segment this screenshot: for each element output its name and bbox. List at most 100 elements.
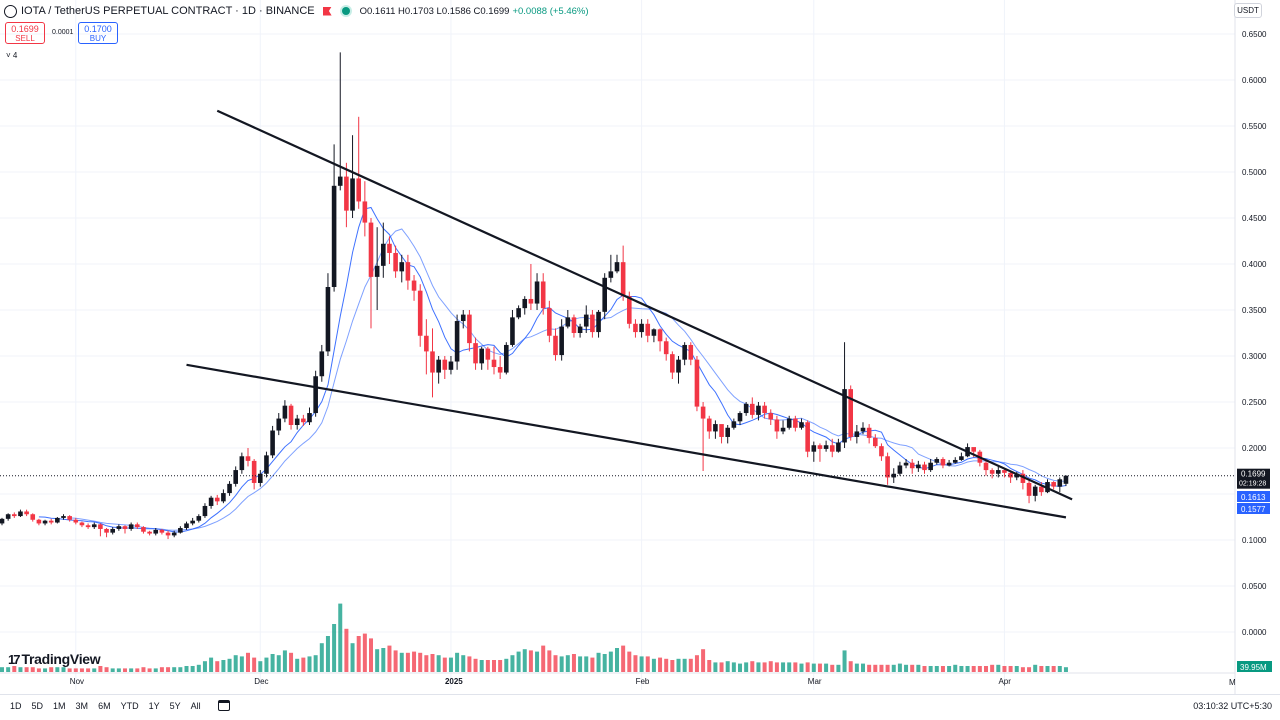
volume-bar [701, 649, 706, 672]
range-1m-button[interactable]: 1M [53, 700, 66, 711]
volume-bar [270, 654, 275, 672]
range-5y-button[interactable]: 5Y [169, 700, 181, 711]
candle-body [916, 464, 921, 469]
axis-mode-marker[interactable]: M [1229, 678, 1236, 687]
volume-bar [264, 657, 269, 672]
volume-bar [535, 651, 540, 672]
ma2-price-tag [1237, 503, 1270, 514]
x-tick-label: Mar [808, 677, 822, 686]
volume-bar [178, 667, 183, 672]
volume-bar [418, 652, 423, 672]
ma1-price-label: 0.1613 [1241, 493, 1266, 502]
candle-body [411, 280, 417, 291]
candle-body [405, 262, 411, 281]
candle-body [1051, 482, 1056, 487]
utc-clock[interactable]: 03:10:32 UTC+5:30 [1193, 700, 1272, 711]
currency-button[interactable]: USDT [1234, 3, 1262, 18]
candle-body [55, 517, 60, 523]
candle-body [147, 531, 152, 534]
last-price-label: 0.1699 [1241, 470, 1266, 479]
candle-body [79, 522, 85, 526]
tradingview-logo[interactable]: 17 TradingView [8, 651, 101, 667]
volume-bar [276, 655, 281, 672]
volume-bar [879, 664, 884, 672]
range-1d-button[interactable]: 1D [10, 700, 22, 711]
candle-body [891, 473, 897, 478]
candle-body [1032, 486, 1038, 496]
volume-bar [30, 667, 35, 672]
candle-body [1057, 479, 1063, 487]
x-tick-label: 2025 [445, 677, 463, 686]
candle-body [85, 525, 91, 528]
candle-body [171, 532, 177, 536]
y-tick-label: 0.0500 [1242, 582, 1267, 591]
candle-body [608, 271, 614, 278]
candle-body [497, 367, 503, 373]
candle-body [128, 524, 134, 529]
buy-button[interactable]: 0.1700 BUY [78, 22, 118, 44]
range-all-button[interactable]: All [190, 700, 201, 711]
volume-bar [202, 661, 207, 672]
volume-bar [922, 666, 927, 672]
change-value: +0.0088 (+5.46%) [512, 5, 589, 17]
sell-button[interactable]: 0.1699 SELL [5, 22, 45, 44]
candle-body [12, 514, 17, 517]
range-3m-button[interactable]: 3M [75, 700, 89, 711]
volume-bar [928, 666, 933, 672]
volume-bar [996, 664, 1001, 672]
candle-body [657, 329, 663, 342]
candle-body [178, 528, 183, 533]
range-5d-button[interactable]: 5D [31, 700, 44, 711]
volume-bar [830, 664, 835, 672]
y-tick-label: 0.5000 [1242, 168, 1267, 177]
candle-body [829, 445, 835, 452]
volume-bar [959, 666, 964, 672]
candle-body [417, 290, 423, 336]
calendar-icon[interactable] [217, 700, 230, 711]
candle-body [5, 514, 11, 519]
volume-bar [73, 668, 78, 672]
volume-bar [947, 666, 952, 672]
range-6m-button[interactable]: 6M [98, 700, 111, 711]
candle-body [258, 473, 263, 483]
volume-bar [184, 666, 189, 672]
candle-body [196, 516, 202, 521]
volume-bar [787, 662, 792, 672]
candle-body [1002, 470, 1007, 473]
volume-bar [553, 655, 558, 672]
candle-body [971, 447, 976, 452]
volume-bar [461, 655, 466, 672]
upper-wedge-line[interactable] [216, 109, 1073, 501]
volume-bar [990, 664, 995, 672]
volume-bar [615, 648, 619, 672]
candle-body [91, 524, 97, 528]
candle-body [288, 405, 294, 425]
indicators-toggle[interactable]: ˅ 4 [6, 51, 18, 60]
volume-bar [448, 657, 453, 672]
volume-bar [608, 651, 613, 672]
lower-wedge-line[interactable] [186, 363, 1067, 519]
volume-bar [1008, 666, 1013, 672]
volume-bar [123, 668, 127, 672]
range-ytd-button[interactable]: YTD [120, 700, 139, 711]
candle-body [473, 343, 478, 364]
symbol-title[interactable]: IOTA / TetherUS PERPETUAL CONTRACT · 1D … [21, 5, 315, 17]
candle-body [485, 348, 491, 360]
volume-bar [356, 636, 361, 672]
candle-body [42, 520, 48, 524]
volume-bar [670, 660, 675, 672]
x-tick-label: Apr [998, 677, 1011, 686]
volume-bar [781, 662, 786, 672]
candle-body [873, 437, 878, 447]
candle-body [706, 418, 712, 432]
range-1y-button[interactable]: 1Y [148, 700, 160, 711]
volume-bar [1051, 666, 1056, 672]
volume-bar [12, 666, 17, 672]
volume-bar [639, 656, 644, 672]
candle-body [762, 405, 767, 414]
flag-icon[interactable] [322, 6, 332, 16]
candle-body [989, 470, 995, 474]
candle-body [282, 405, 288, 419]
candle-body [110, 528, 115, 533]
